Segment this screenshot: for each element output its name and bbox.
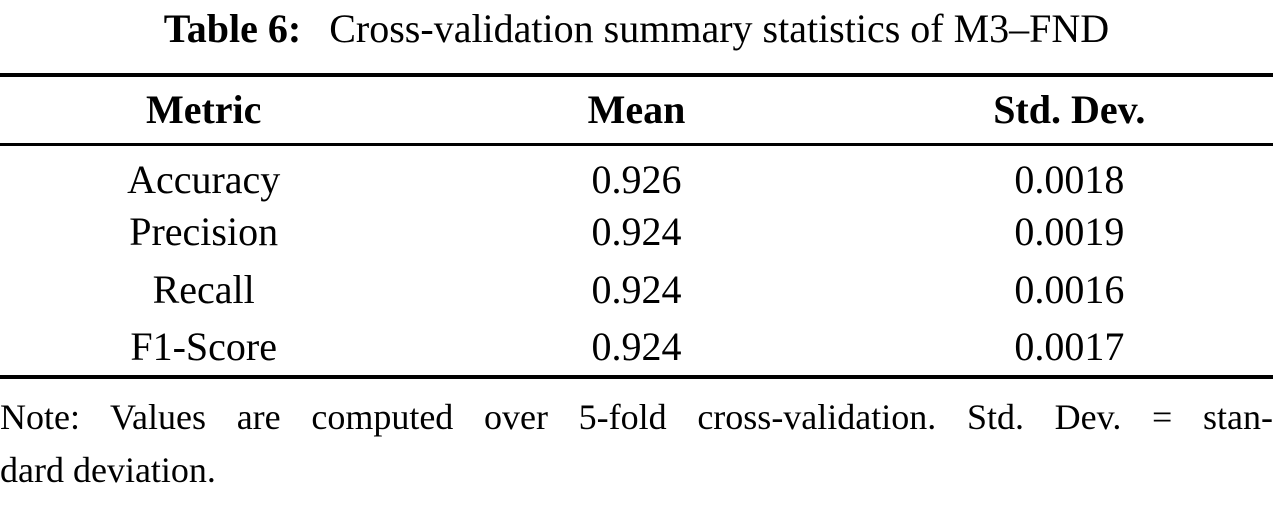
table-footnote: Note: Values are computed over 5-fold cr… xyxy=(0,391,1273,497)
table-row-precision: Precision 0.924 0.0019 xyxy=(0,203,1273,261)
mean-cell: 0.924 xyxy=(591,267,682,312)
metric-cell: Precision xyxy=(129,209,279,254)
column-header-mean: Mean xyxy=(407,75,866,146)
table-caption: Table 6: Cross-validation summary statist… xyxy=(0,0,1273,73)
table-row-recall: Recall 0.924 0.0016 xyxy=(0,261,1273,319)
std-dev-cell: 0.0017 xyxy=(1014,324,1125,369)
std-dev-cell: 0.0016 xyxy=(1014,267,1125,312)
mean-cell: 0.924 xyxy=(591,209,682,254)
column-header-std-dev: Std. Dev. xyxy=(865,75,1273,146)
metric-cell: F1-Score xyxy=(130,324,277,369)
metric-cell: Recall xyxy=(152,267,255,312)
table-footnote-line2: dard deviation. xyxy=(0,449,216,490)
metric-cell: Accuracy xyxy=(127,156,281,202)
mean-cell: 0.926 xyxy=(591,156,682,202)
column-header-metric: Metric xyxy=(0,75,408,146)
table-row-f1-score: F1-Score 0.924 0.0017 xyxy=(0,319,1273,377)
mean-cell: 0.924 xyxy=(591,324,682,369)
cross-validation-stats-table: Metric Mean Std. Dev. Accuracy 0.926 0.0… xyxy=(0,73,1273,379)
table-header-row: Metric Mean Std. Dev. xyxy=(0,75,1273,146)
std-dev-cell: 0.0019 xyxy=(1014,209,1125,254)
std-dev-cell: 0.0018 xyxy=(1014,156,1125,202)
table-footnote-line1: Note: Values are computed over 5-fold cr… xyxy=(0,396,1273,437)
table-row-accuracy: Accuracy 0.926 0.0018 xyxy=(0,144,1273,203)
table-caption-text: Cross-validation summary statistics of M… xyxy=(329,6,1110,51)
table-caption-label: Table 6: xyxy=(163,6,302,51)
